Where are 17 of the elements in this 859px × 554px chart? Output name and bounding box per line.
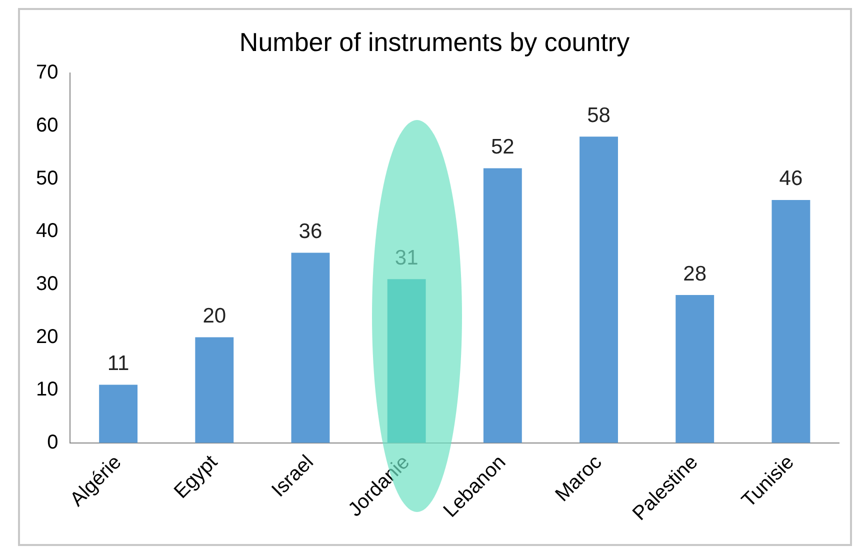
y-tick-label: 40 bbox=[36, 220, 58, 242]
y-tick-label: 20 bbox=[36, 326, 58, 348]
data-label: 36 bbox=[298, 220, 322, 244]
data-label: 11 bbox=[107, 352, 130, 376]
y-tick-label: 30 bbox=[36, 272, 58, 295]
y-tick-label: 60 bbox=[36, 114, 58, 137]
data-label: 46 bbox=[779, 167, 803, 190]
data-label: 28 bbox=[683, 262, 707, 286]
chart-title: Number of instruments by country bbox=[239, 26, 630, 57]
data-label: 52 bbox=[490, 136, 514, 159]
data-label: 58 bbox=[587, 104, 610, 127]
y-tick-label: 50 bbox=[36, 167, 58, 190]
data-label: 20 bbox=[202, 304, 226, 328]
data-label: 31 bbox=[394, 246, 418, 270]
y-tick-label: 0 bbox=[47, 431, 58, 454]
y-tick-label: 70 bbox=[36, 62, 58, 84]
y-tick-label: 10 bbox=[36, 378, 58, 401]
